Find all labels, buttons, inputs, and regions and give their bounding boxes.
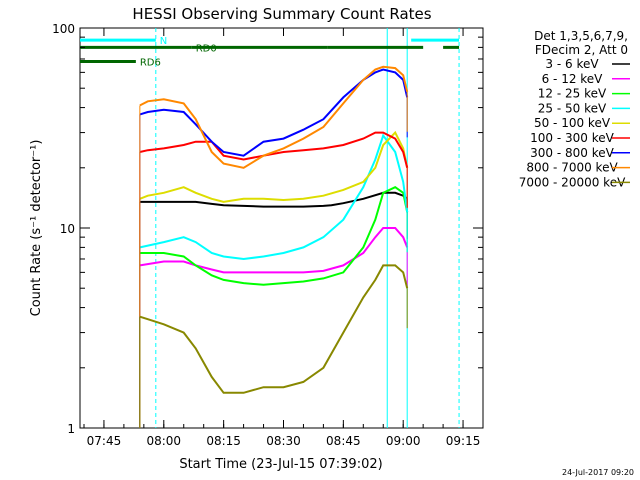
x-tick-label-5: 09:00 [386,434,421,448]
legend-label-2: 12 - 25 keV [538,87,607,101]
vertical-lines [155,28,460,428]
y-axis-ticks: 1 10 100 [52,22,483,436]
timestamp: 24-Jul-2017 09:20 [562,468,634,477]
plot-frame [79,27,484,429]
x-tick-label-2: 08:15 [206,434,241,448]
legend-label-5: 100 - 300 keV [530,131,614,145]
series-line-2 [139,186,409,286]
x-axis-label: Start Time (23-Jul-15 07:39:02) [179,457,382,472]
y-tick-label-1: 10 [60,222,75,236]
chart-title: HESSI Observing Summary Count Rates [132,5,431,23]
legend-label-8: 7000 - 20000 keV [519,175,626,189]
x-tick-label-6: 09:15 [446,434,481,448]
marker-layer: N RD0 RD6 [80,36,460,68]
legend-label-3: 25 - 50 keV [538,101,607,115]
plot-area [79,27,484,429]
series-line-3 [139,133,409,261]
x-tick-label-0: 07:45 [87,434,122,448]
legend-label-6: 300 - 800 keV [530,146,614,160]
y-tick-label-2: 100 [52,22,75,36]
series-layer [139,65,409,428]
legend-header-line-1: Det 1,3,5,6,7,9, [534,29,628,43]
flag-label-2: RD6 [140,57,161,68]
x-axis-ticks: 07:45 08:00 08:15 08:30 08:45 09:00 09:15 [83,28,484,448]
flag-label-1: RD0 [196,43,217,54]
y-axis-label: Count Rate (s⁻¹ detector⁻¹) [29,140,44,317]
series-line-7 [139,65,409,169]
series-line-1 [139,227,409,274]
x-tick-label-1: 08:00 [146,434,181,448]
series-line-5 [139,131,409,169]
series-line-4 [139,130,409,203]
legend-label-4: 50 - 100 keV [534,116,611,130]
x-tick-label-4: 08:45 [326,434,361,448]
x-tick-label-3: 08:30 [266,434,301,448]
legend-header-line-2: FDecim 2, Att 0 [535,43,628,57]
series-line-8 [139,264,409,394]
y-tick-label-0: 1 [67,422,75,436]
legend-label-7: 800 - 7000 keV [526,161,618,175]
series-line-6 [139,68,409,157]
legend-label-1: 6 - 12 keV [542,72,604,86]
legend-label-0: 3 - 6 keV [545,57,599,71]
flag-label-0: N [160,36,167,47]
legend: Det 1,3,5,6,7,9, FDecim 2, Att 0 3 - 6 k… [519,29,630,189]
